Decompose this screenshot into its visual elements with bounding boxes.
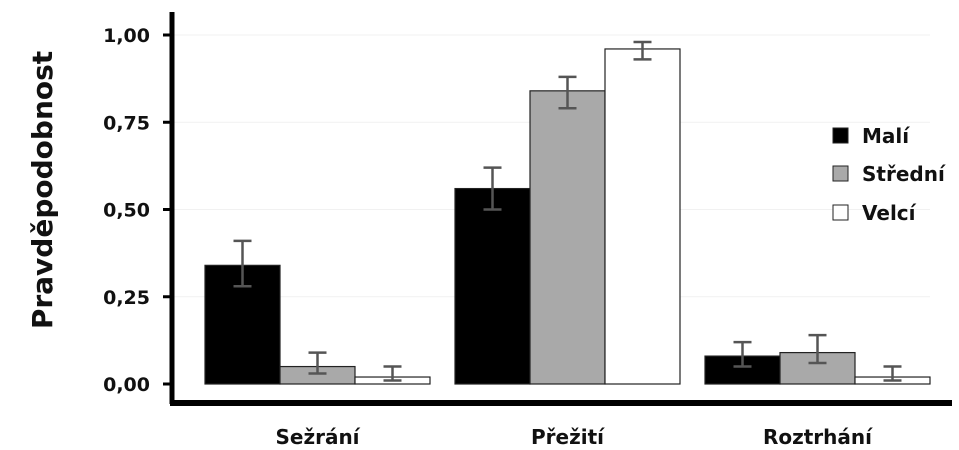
legend: Malí Střední Velcí [832,124,946,225]
error-bars [233,40,902,382]
legend-label: Střední [862,162,946,186]
y-tick-label: 0,50 [103,200,150,222]
bar [529,90,606,385]
legend-swatch [832,204,849,221]
y-axis-ticks: 0,00 0,25 0,50 0,75 1,00 [103,25,172,396]
x-category-label: Přežití [531,425,605,449]
y-axis-label: Pravděpodobnost [26,51,59,329]
legend-swatch [832,127,849,144]
legend-swatch [832,165,849,182]
x-category-label: Sežrání [275,425,360,449]
y-tick-label: 0,75 [103,112,150,134]
x-axis-labels: Sežrání Přežití Roztrhání [275,425,873,449]
y-tick-label: 1,00 [103,25,150,47]
legend-label: Velcí [862,201,917,225]
x-category-label: Roztrhání [763,425,873,449]
legend-label: Malí [862,124,910,148]
y-tick-label: 0,00 [103,374,150,396]
y-tick-label: 0,25 [103,287,150,309]
bar [454,187,531,385]
axes [169,12,952,406]
bar [604,48,681,385]
